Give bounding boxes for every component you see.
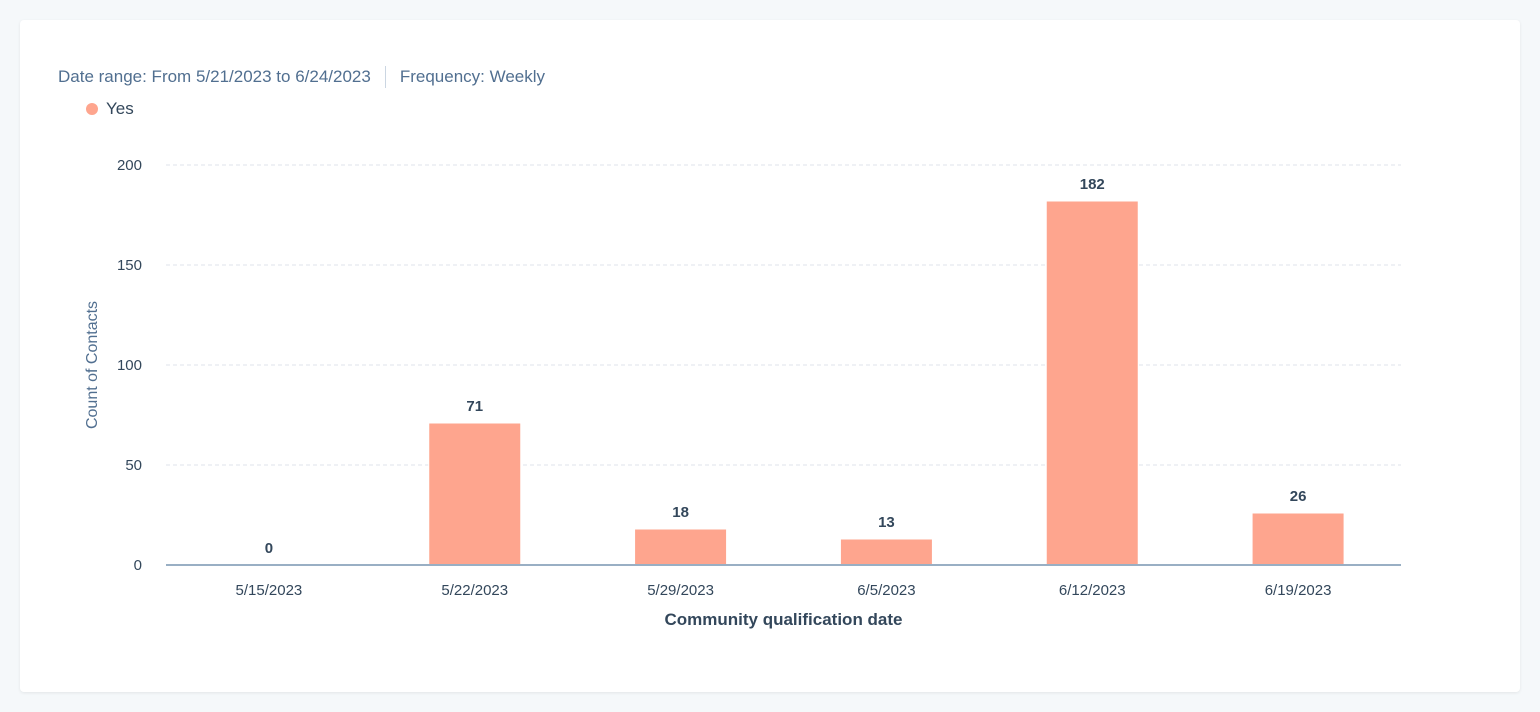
x-tick-label: 5/22/2023 — [441, 582, 508, 599]
frequency: Frequency: Weekly — [399, 67, 546, 86]
report-card — [20, 20, 1520, 692]
divider — [384, 66, 386, 88]
bar[interactable] — [1251, 512, 1345, 566]
bar[interactable] — [634, 528, 728, 566]
bar[interactable] — [1045, 200, 1139, 566]
data-label: 18 — [672, 504, 689, 521]
bar[interactable] — [428, 422, 522, 566]
date-range: Date range: From 5/21/2023 to 6/24/2023 — [58, 67, 371, 86]
y-tick-label: 150 — [117, 257, 142, 274]
legend-dot-icon — [86, 103, 98, 115]
y-tick-label: 0 — [134, 557, 142, 574]
x-axis-title: Community qualification date — [664, 610, 902, 629]
legend-label: Yes — [106, 99, 134, 118]
data-label: 0 — [265, 540, 273, 557]
report-meta: Date range: From 5/21/2023 to 6/24/2023 … — [58, 66, 545, 88]
x-tick-label: 5/29/2023 — [647, 582, 714, 599]
data-label: 13 — [878, 514, 895, 531]
data-label: 71 — [466, 398, 483, 415]
y-tick-label: 100 — [117, 357, 142, 374]
data-label: 26 — [1290, 488, 1307, 505]
data-label: 182 — [1080, 176, 1105, 193]
legend-item-yes[interactable]: Yes — [86, 99, 134, 119]
x-tick-label: 5/15/2023 — [236, 582, 303, 599]
bar[interactable] — [839, 538, 933, 566]
y-axis-title: Count of Contacts — [84, 301, 101, 429]
x-tick-label: 6/19/2023 — [1265, 582, 1332, 599]
x-tick-label: 6/5/2023 — [857, 582, 915, 599]
x-tick-label: 6/12/2023 — [1059, 582, 1126, 599]
y-tick-label: 200 — [117, 157, 142, 174]
y-tick-label: 50 — [125, 457, 142, 474]
